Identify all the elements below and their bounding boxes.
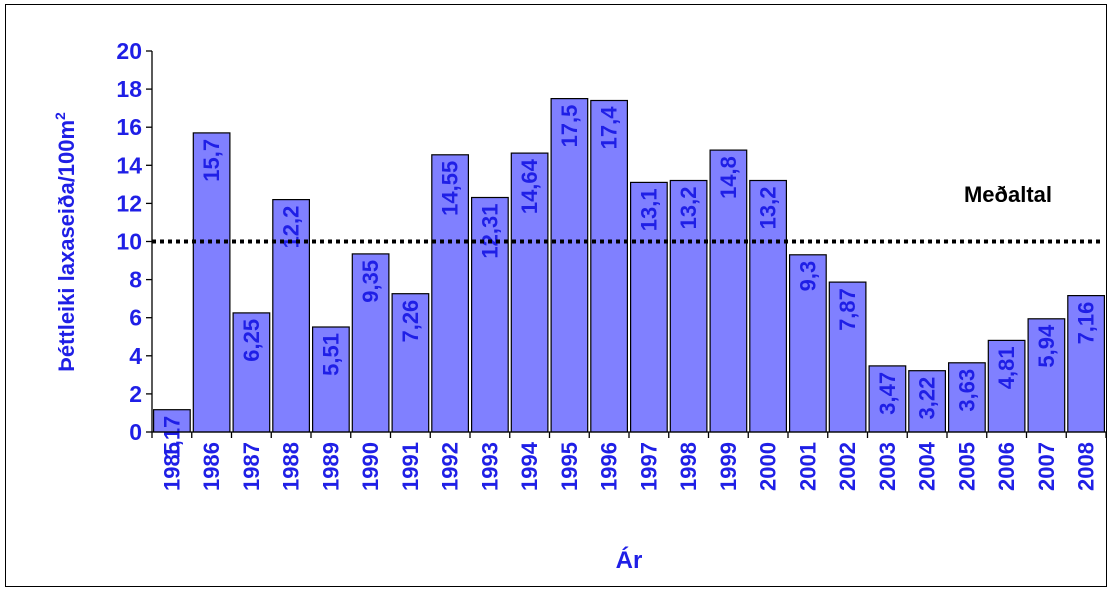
bar-1986 (192, 132, 231, 433)
bar-value-label-2001: 9,3 (795, 261, 820, 292)
bar-2000 (749, 179, 787, 433)
bar-value-label-1986: 15,7 (199, 139, 224, 182)
bar-value-label-2002: 7,87 (835, 288, 860, 331)
x-tick-label: 1999 (716, 442, 741, 491)
bar-2006 (987, 339, 1026, 433)
y-axis-label-superscript: 2 (52, 112, 68, 120)
x-tick-label: 2008 (1074, 442, 1099, 491)
bar-value-label-2003: 3,47 (875, 372, 900, 415)
x-tick-label: 1992 (438, 442, 463, 491)
bar-2001 (788, 254, 827, 433)
y-tick-label: 2 (129, 381, 142, 407)
y-tick-label: 8 (129, 267, 142, 293)
x-tick-label: 1995 (557, 442, 582, 491)
bar-value-label-1989: 5,51 (318, 333, 343, 376)
y-axis-label-main: Þéttleiki laxaseiða/100m (54, 120, 79, 372)
y-tick-label: 16 (116, 114, 142, 140)
bar-1991 (391, 293, 430, 433)
bar-2002 (828, 281, 867, 433)
bar-1999 (709, 149, 748, 433)
x-ticks: 1985 1986 1987 1988 1989 1990 1991 1992 1993 1994… (151, 432, 1107, 491)
bar-value-label-1997: 13,1 (636, 188, 661, 231)
bar-value-label-1998: 13,2 (676, 187, 701, 230)
bar-value-label-1995: 17,5 (557, 105, 582, 148)
bar-value-label-1990: 9,35 (358, 260, 383, 303)
bar-value-label-2008: 7,16 (1074, 302, 1099, 345)
bar-value-label-1994: 14,64 (517, 158, 542, 214)
x-tick-label: 1985 (159, 442, 184, 491)
bar-value-label-1985: 1,17 (159, 416, 184, 459)
x-tick-label: 2006 (994, 442, 1019, 491)
bar-value-label-2000: 13,2 (756, 187, 781, 230)
y-tick-label: 4 (129, 343, 142, 369)
x-tick-label: 1987 (239, 442, 264, 491)
x-tick-label: 2002 (835, 442, 860, 491)
bar-value-label-1996: 17,4 (597, 106, 622, 150)
bar-value-label-1987: 6,25 (239, 319, 264, 362)
x-tick-label: 1986 (199, 442, 224, 491)
average-label: Meðaltal (964, 182, 1052, 207)
x-tick-label: 2003 (875, 442, 900, 491)
x-tick-label: 2000 (756, 442, 781, 491)
x-tick-label: 1990 (358, 442, 383, 491)
x-tick-label: 1998 (676, 442, 701, 491)
bar-2004 (908, 370, 946, 433)
x-tick-label: 1988 (279, 442, 304, 491)
y-tick-label: 18 (116, 76, 142, 102)
bar-value-label-2005: 3,63 (954, 369, 979, 412)
y-tick-label: 6 (129, 305, 142, 331)
bar-2007 (1027, 318, 1066, 433)
x-axis-label: Ár (616, 546, 643, 574)
y-axis-label: Þéttleiki laxaseiða/100m2 (52, 112, 79, 372)
bar-value-label-1993: 12,31 (477, 204, 502, 259)
bar-value-label-1999: 14,8 (716, 156, 741, 199)
bars-layer: 1,1715,76,2512,25,519,357,2614,5512,3114… (153, 97, 1106, 459)
bar-2003 (868, 365, 907, 433)
bar-1998 (669, 179, 708, 433)
bar-value-label-1991: 7,26 (398, 300, 423, 343)
x-tick-label: 1997 (636, 442, 661, 491)
bar-value-label-1992: 14,55 (438, 161, 463, 216)
x-tick-label: 1991 (398, 442, 423, 491)
bar-1995 (550, 97, 589, 433)
bar-value-label-2007: 5,94 (1034, 324, 1059, 368)
x-tick-label: 2001 (795, 442, 820, 491)
bar-1992 (431, 154, 469, 433)
bar-1993 (471, 196, 509, 433)
x-tick-label: 1994 (517, 441, 542, 491)
bar-1990 (351, 253, 390, 433)
x-tick-label: 2005 (954, 442, 979, 491)
x-tick-label: 2007 (1034, 442, 1059, 491)
bar-1997 (629, 181, 668, 433)
x-tick-label: 1993 (477, 442, 502, 491)
bar-1996 (590, 99, 628, 433)
bar-value-label-2006: 4,81 (994, 346, 1019, 389)
bar-1987 (232, 312, 271, 433)
x-tick-label: 2004 (915, 441, 940, 491)
y-tick-label: 14 (116, 152, 142, 178)
y-tick-label: 0 (129, 419, 142, 445)
y-ticks: 0 2 4 6 8 10 12 14 16 18 20 (116, 38, 152, 445)
bar-value-label-2004: 3,22 (915, 377, 940, 420)
y-tick-label: 20 (116, 38, 142, 64)
x-tick-label: 1989 (318, 442, 343, 491)
x-tick-label: 1996 (597, 442, 622, 491)
y-tick-label: 10 (116, 229, 142, 255)
bar-1988 (272, 199, 310, 433)
y-tick-label: 12 (116, 190, 142, 216)
